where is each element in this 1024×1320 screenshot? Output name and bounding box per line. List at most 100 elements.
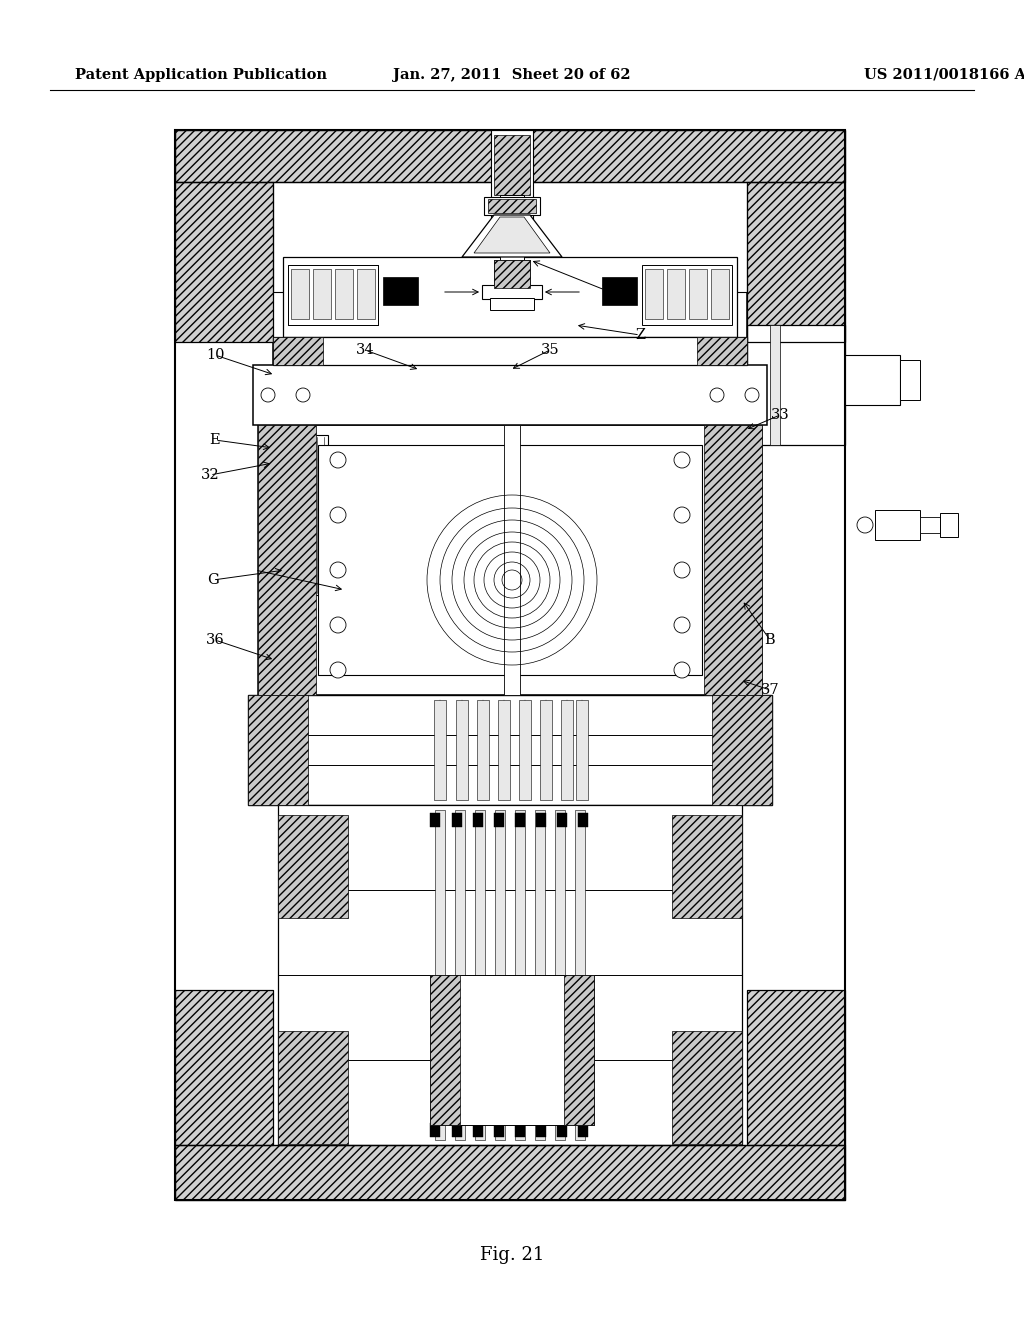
Bar xyxy=(770,325,780,445)
Bar xyxy=(504,425,520,696)
Bar xyxy=(175,1144,845,1200)
Bar xyxy=(318,445,702,675)
Bar xyxy=(515,1123,525,1137)
Bar xyxy=(278,814,348,917)
Bar xyxy=(712,696,772,805)
Bar xyxy=(540,700,552,800)
Bar xyxy=(253,366,767,425)
Bar xyxy=(689,269,707,319)
Circle shape xyxy=(674,562,690,578)
Circle shape xyxy=(674,663,690,678)
Bar xyxy=(555,810,565,1140)
Bar xyxy=(578,1123,588,1137)
Bar xyxy=(175,182,273,342)
Circle shape xyxy=(674,507,690,523)
Bar xyxy=(175,182,273,342)
Bar xyxy=(430,813,440,828)
Bar xyxy=(313,269,331,319)
Bar xyxy=(490,129,534,310)
Bar xyxy=(645,269,663,319)
Bar xyxy=(430,975,594,1125)
Bar xyxy=(488,199,536,213)
Bar xyxy=(494,260,530,288)
Bar xyxy=(430,1123,440,1137)
Text: Jan. 27, 2011  Sheet 20 of 62: Jan. 27, 2011 Sheet 20 of 62 xyxy=(393,69,631,82)
Bar xyxy=(705,425,762,696)
Bar xyxy=(557,1123,567,1137)
Bar xyxy=(746,182,845,342)
Bar xyxy=(175,129,845,1200)
Bar xyxy=(746,990,845,1144)
Text: 34: 34 xyxy=(355,343,375,356)
Circle shape xyxy=(745,388,759,403)
Bar xyxy=(845,355,900,405)
Bar xyxy=(557,813,567,828)
Bar xyxy=(357,269,375,319)
Bar xyxy=(175,129,845,182)
Text: Patent Application Publication: Patent Application Publication xyxy=(75,69,327,82)
Text: 37: 37 xyxy=(761,682,779,697)
Bar xyxy=(484,197,540,215)
Circle shape xyxy=(261,388,275,403)
Circle shape xyxy=(330,562,346,578)
Bar xyxy=(940,513,958,537)
Circle shape xyxy=(674,451,690,469)
Bar xyxy=(494,1123,504,1137)
Bar xyxy=(335,269,353,319)
Circle shape xyxy=(330,616,346,634)
Bar xyxy=(575,810,585,1140)
Bar xyxy=(697,337,746,366)
Bar xyxy=(452,1123,462,1137)
Bar xyxy=(473,813,483,828)
Bar xyxy=(288,265,378,325)
Text: Fig. 21: Fig. 21 xyxy=(480,1246,544,1265)
Bar xyxy=(273,337,323,366)
Bar xyxy=(291,269,309,319)
Bar xyxy=(455,810,465,1140)
Bar xyxy=(900,360,920,400)
Bar xyxy=(672,1031,742,1144)
Polygon shape xyxy=(462,215,562,257)
Bar xyxy=(602,277,637,305)
Bar xyxy=(383,277,418,305)
Text: 1: 1 xyxy=(600,282,609,297)
Bar xyxy=(482,285,542,300)
Bar xyxy=(456,700,468,800)
Bar xyxy=(248,696,772,805)
Bar xyxy=(477,700,489,800)
Bar xyxy=(288,265,378,325)
Text: Z: Z xyxy=(635,327,645,342)
Bar xyxy=(175,129,845,182)
Bar xyxy=(498,700,510,800)
Circle shape xyxy=(710,388,724,403)
Text: 32: 32 xyxy=(201,469,219,482)
Bar xyxy=(273,436,328,595)
Bar xyxy=(874,510,920,540)
Bar xyxy=(258,425,316,696)
Bar xyxy=(175,990,273,1144)
Text: G: G xyxy=(207,573,219,587)
Text: US 2011/0018166 A1: US 2011/0018166 A1 xyxy=(864,69,1024,82)
Bar xyxy=(536,813,546,828)
Bar xyxy=(500,195,524,265)
Text: 36: 36 xyxy=(206,634,224,647)
Bar xyxy=(278,805,742,1144)
Bar xyxy=(175,1144,845,1200)
Bar xyxy=(490,298,534,310)
Bar xyxy=(746,325,845,445)
Bar xyxy=(561,700,573,800)
Circle shape xyxy=(674,616,690,634)
Text: 35: 35 xyxy=(541,343,559,356)
Bar xyxy=(920,517,940,533)
Bar xyxy=(535,810,545,1140)
Bar xyxy=(672,814,742,917)
Bar xyxy=(494,260,530,288)
Polygon shape xyxy=(474,216,550,253)
Bar xyxy=(473,1123,483,1137)
Circle shape xyxy=(296,388,310,403)
Bar xyxy=(175,990,273,1144)
Bar xyxy=(515,813,525,828)
Bar xyxy=(495,810,505,1140)
Bar xyxy=(667,269,685,319)
Bar xyxy=(434,700,446,800)
